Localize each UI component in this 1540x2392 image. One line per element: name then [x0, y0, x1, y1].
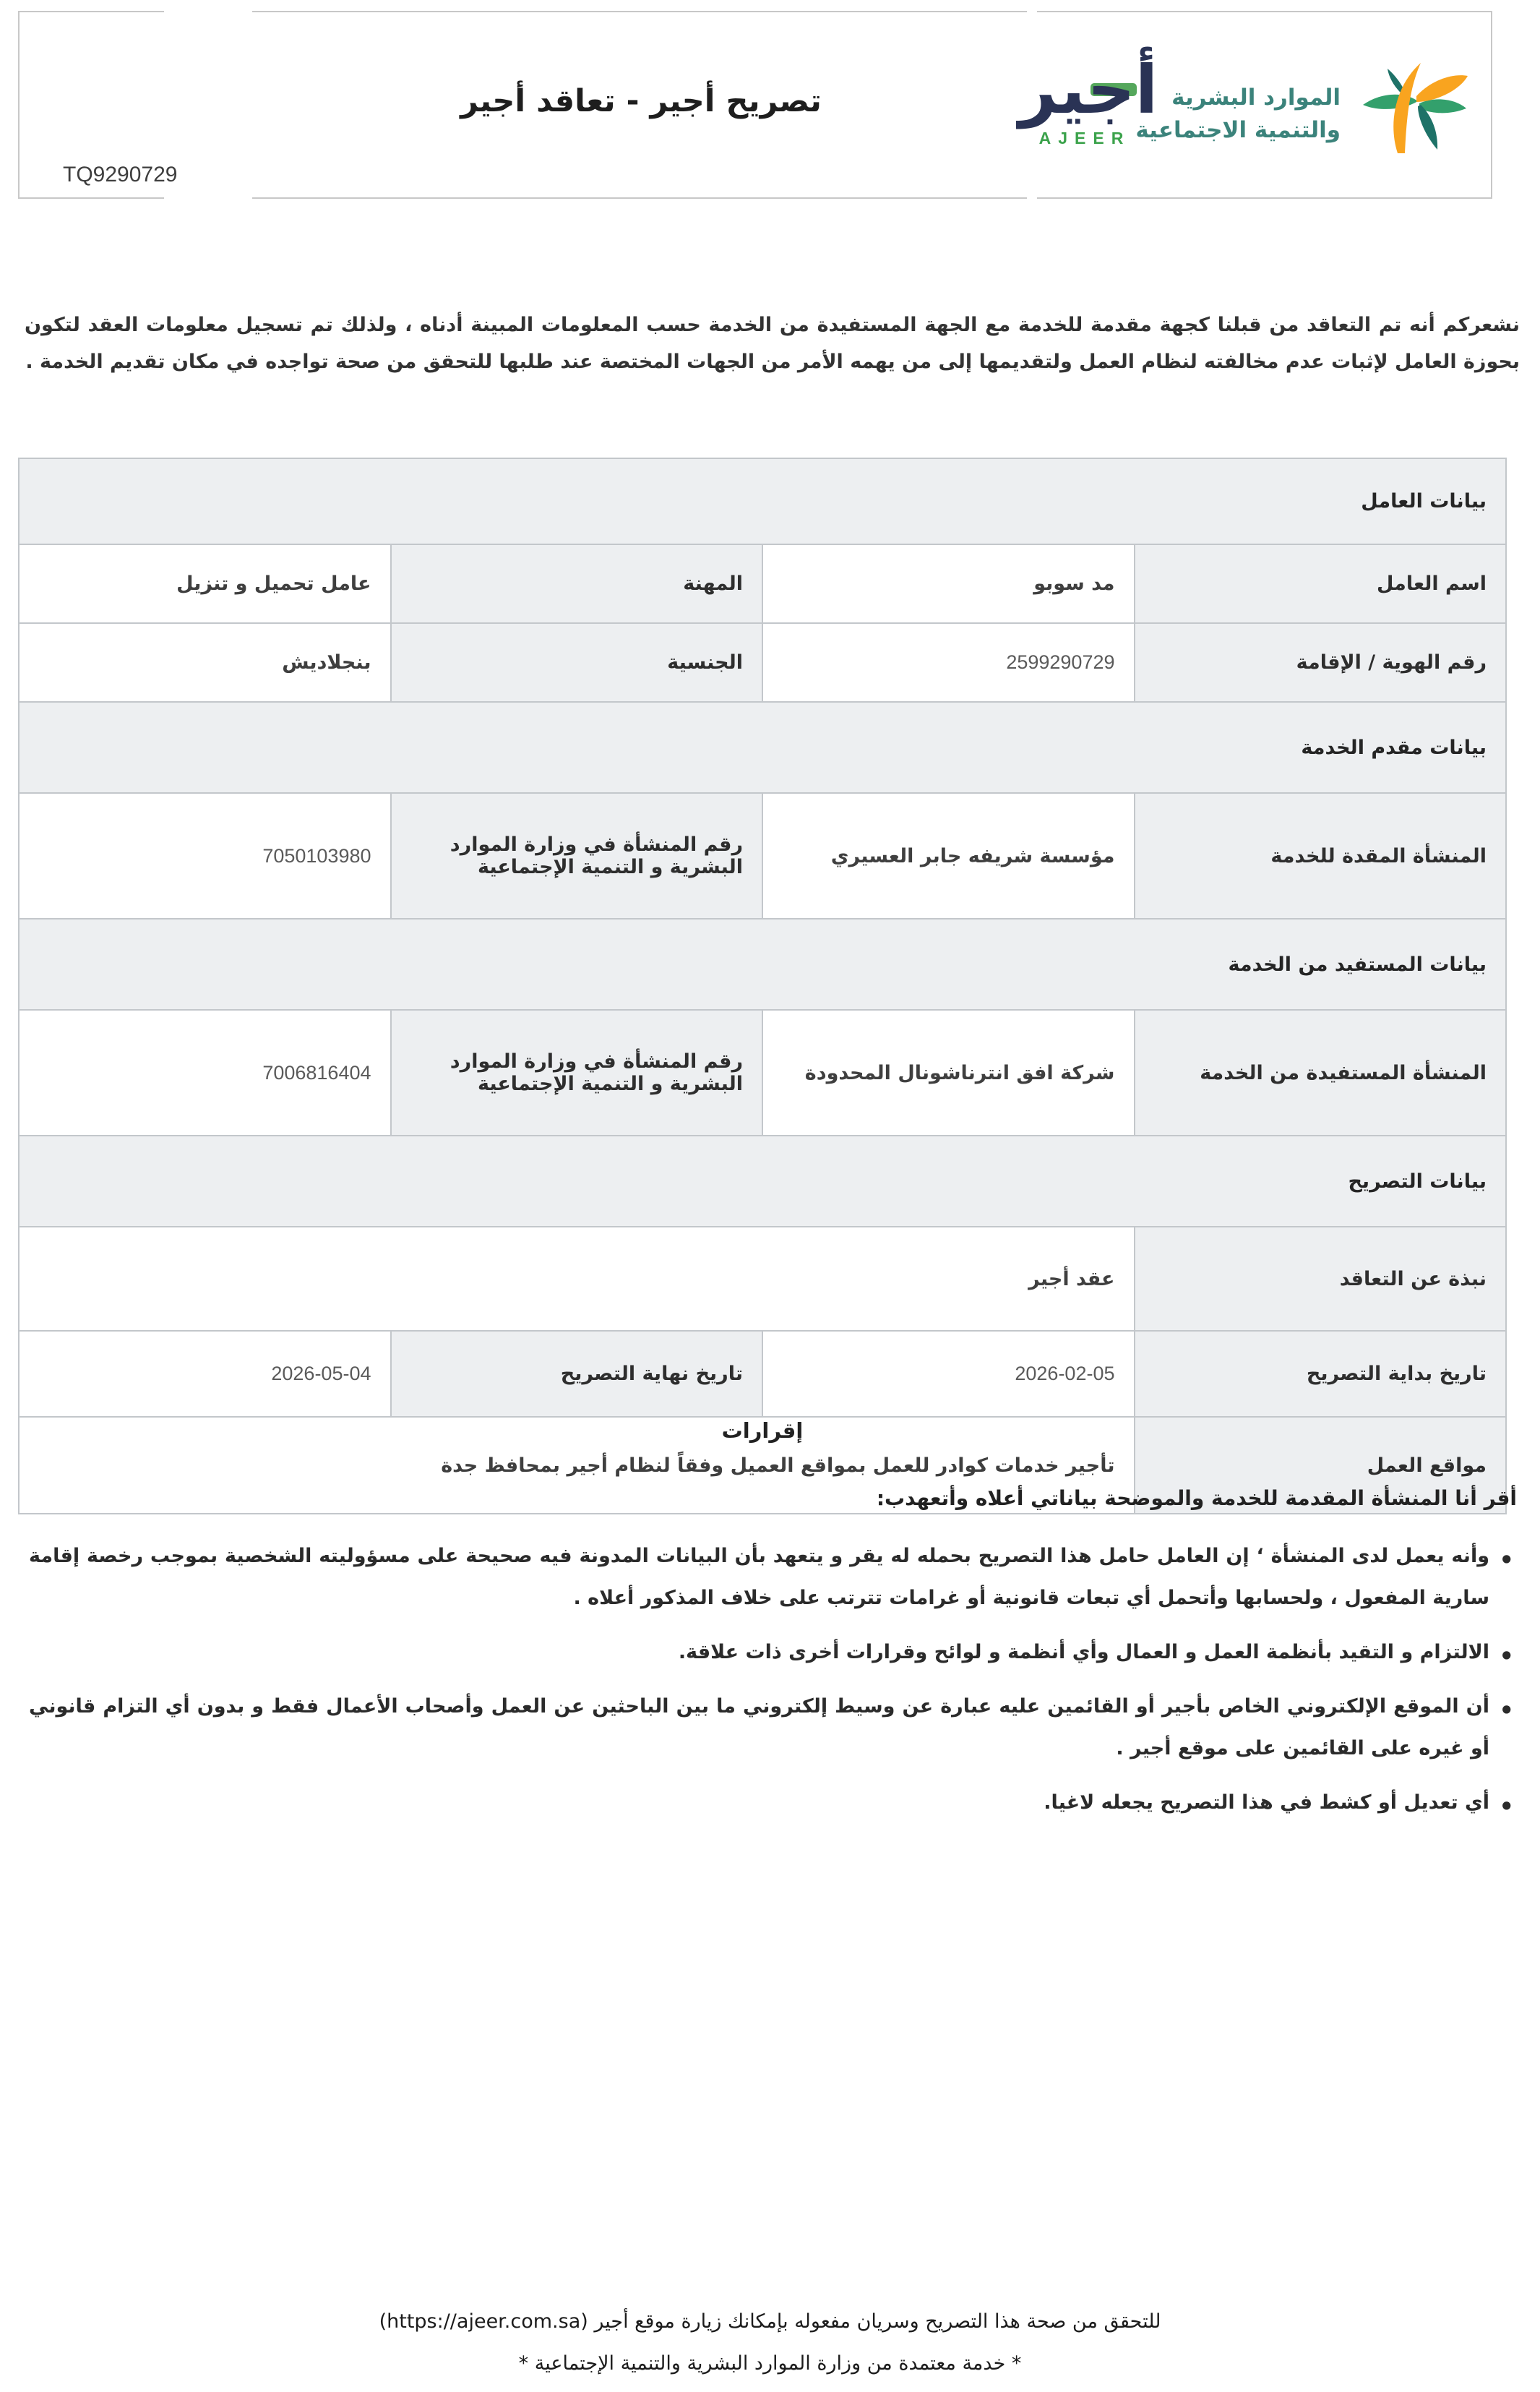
worker-name-label: اسم العامل — [1133, 544, 1507, 624]
declaration-item: وأنه يعمل لدى المنشأة ‘ إن العامل حامل ه… — [29, 1535, 1515, 1619]
provider-section-header-row: بيانات مقدم الخدمة — [18, 701, 1507, 794]
ajeer-wordmark-icon: أجير — [1018, 51, 1158, 129]
provider-mol-number-label: رقم المنشأة في وزارة الموارد البشرية و ا… — [390, 792, 763, 919]
ministry-name-line1: الموارد البشرية — [1171, 85, 1341, 111]
ministry-name-line2: والتنمية الاجتماعية — [1135, 116, 1341, 143]
header-border-gap — [1027, 196, 1037, 200]
declaration-item: الالتزام و التقيد بأنظمة العمل و العمال … — [29, 1632, 1515, 1681]
provider-establishment-value: مؤسسة شريفه جابر العسيري — [762, 792, 1135, 919]
permit-data-table: بيانات العامل اسم العامل مد سوبو المهنة … — [18, 458, 1507, 1514]
worker-nationality-value: بنجلاديش — [18, 622, 392, 703]
provider-mol-number-value: 7050103980 — [18, 792, 392, 919]
worker-profession-label: المهنة — [390, 544, 763, 624]
worker-name-value: مد سوبو — [762, 544, 1135, 624]
beneficiary-mol-number-label: رقم المنشأة في وزارة الموارد البشرية و ا… — [390, 1009, 763, 1136]
declaration-item: أن الموقع الإلكتروني الخاص بأجير أو القا… — [29, 1686, 1515, 1770]
end-date-label: تاريخ نهاية التصريح — [390, 1330, 763, 1418]
contract-summary-value: عقد أجير — [18, 1226, 1135, 1332]
table-row: المنشأة المقدة للخدمة مؤسسة شريفه جابر ا… — [18, 792, 1507, 919]
work-locations-value: تأجير خدمات كوادر للعمل بمواقع العميل وف… — [18, 1416, 1135, 1514]
worker-section-header-row: بيانات العامل — [18, 458, 1507, 545]
table-row: رقم الهوية / الإقامة 2599290729 الجنسية … — [18, 622, 1507, 703]
beneficiary-mol-number-value: 7006816404 — [18, 1009, 392, 1136]
header-border-gap — [164, 9, 252, 14]
worker-id-value: 2599290729 — [762, 622, 1135, 703]
permit-section-title: بيانات التصريح — [18, 1135, 1507, 1227]
declarations-intro: أقر أنا المنشأة المقدمة للخدمة والموضحة … — [876, 1486, 1517, 1510]
beneficiary-section-header-row: بيانات المستفيد من الخدمة — [18, 918, 1507, 1011]
ministry-logo-text: الموارد البشرية والتنمية الاجتماعية — [1135, 82, 1341, 147]
intro-paragraph: نشعركم أنه تم التعاقد من قبلنا كجهة مقدم… — [25, 314, 1520, 374]
declarations-title: إقرارات — [721, 1418, 804, 1443]
page-title: تصريح أجير - تعاقد أجير — [460, 83, 822, 119]
permit-number: TQ9290729 — [63, 163, 178, 187]
worker-section-title: بيانات العامل — [18, 458, 1507, 545]
ajeer-logo: أجير AJEER — [1012, 54, 1164, 148]
permit-section-header-row: بيانات التصريح — [18, 1135, 1507, 1227]
worker-nationality-label: الجنسية — [390, 622, 763, 703]
header-border-gap — [164, 196, 252, 200]
hrsd-palm-star-icon — [1363, 63, 1468, 153]
beneficiary-section-title: بيانات المستفيد من الخدمة — [18, 918, 1507, 1011]
start-date-label: تاريخ بداية التصريح — [1133, 1330, 1507, 1418]
declaration-item: أي تعديل أو كشط في هذا التصريح يجعله لاغ… — [29, 1782, 1515, 1832]
worker-id-label: رقم الهوية / الإقامة — [1133, 622, 1507, 703]
table-row: مواقع العمل تأجير خدمات كوادر للعمل بموا… — [18, 1416, 1507, 1514]
table-row: تاريخ بداية التصريح 2026-02-05 تاريخ نها… — [18, 1330, 1507, 1418]
work-locations-label: مواقع العمل — [1133, 1416, 1507, 1514]
worker-profession-value: عامل تحميل و تنزيل — [18, 544, 392, 624]
document-header: تصريح أجير - تعاقد أجير TQ9290729 أجير A… — [18, 9, 1492, 200]
provider-section-title: بيانات مقدم الخدمة — [18, 701, 1507, 794]
ajeer-latin-label: AJEER — [1038, 129, 1131, 148]
beneficiary-establishment-value: شركة افق انترناشونال المحدودة — [762, 1009, 1135, 1136]
contract-summary-label: نبذة عن التعاقد — [1133, 1226, 1507, 1332]
table-row: اسم العامل مد سوبو المهنة عامل تحميل و ت… — [18, 544, 1507, 624]
footer-verification-note: للتحقق من صحة هذا التصريح وسريان مفعوله … — [379, 2310, 1161, 2333]
header-border-gap — [1027, 9, 1037, 14]
table-row: المنشأة المستفيدة من الخدمة شركة افق انت… — [18, 1009, 1507, 1136]
table-row: نبذة عن التعاقد عقد أجير — [18, 1226, 1507, 1332]
end-date-value: 2026-05-04 — [18, 1330, 392, 1418]
start-date-value: 2026-02-05 — [762, 1330, 1135, 1418]
footer-accreditation-note: * خدمة معتمدة من وزارة الموارد البشرية و… — [518, 2352, 1022, 2375]
beneficiary-establishment-label: المنشأة المستفيدة من الخدمة — [1133, 1009, 1507, 1136]
declarations-list: وأنه يعمل لدى المنشأة ‘ إن العامل حامل ه… — [29, 1535, 1515, 1836]
ajeer-green-accent — [1091, 83, 1137, 96]
provider-establishment-label: المنشأة المقدة للخدمة — [1133, 792, 1507, 919]
